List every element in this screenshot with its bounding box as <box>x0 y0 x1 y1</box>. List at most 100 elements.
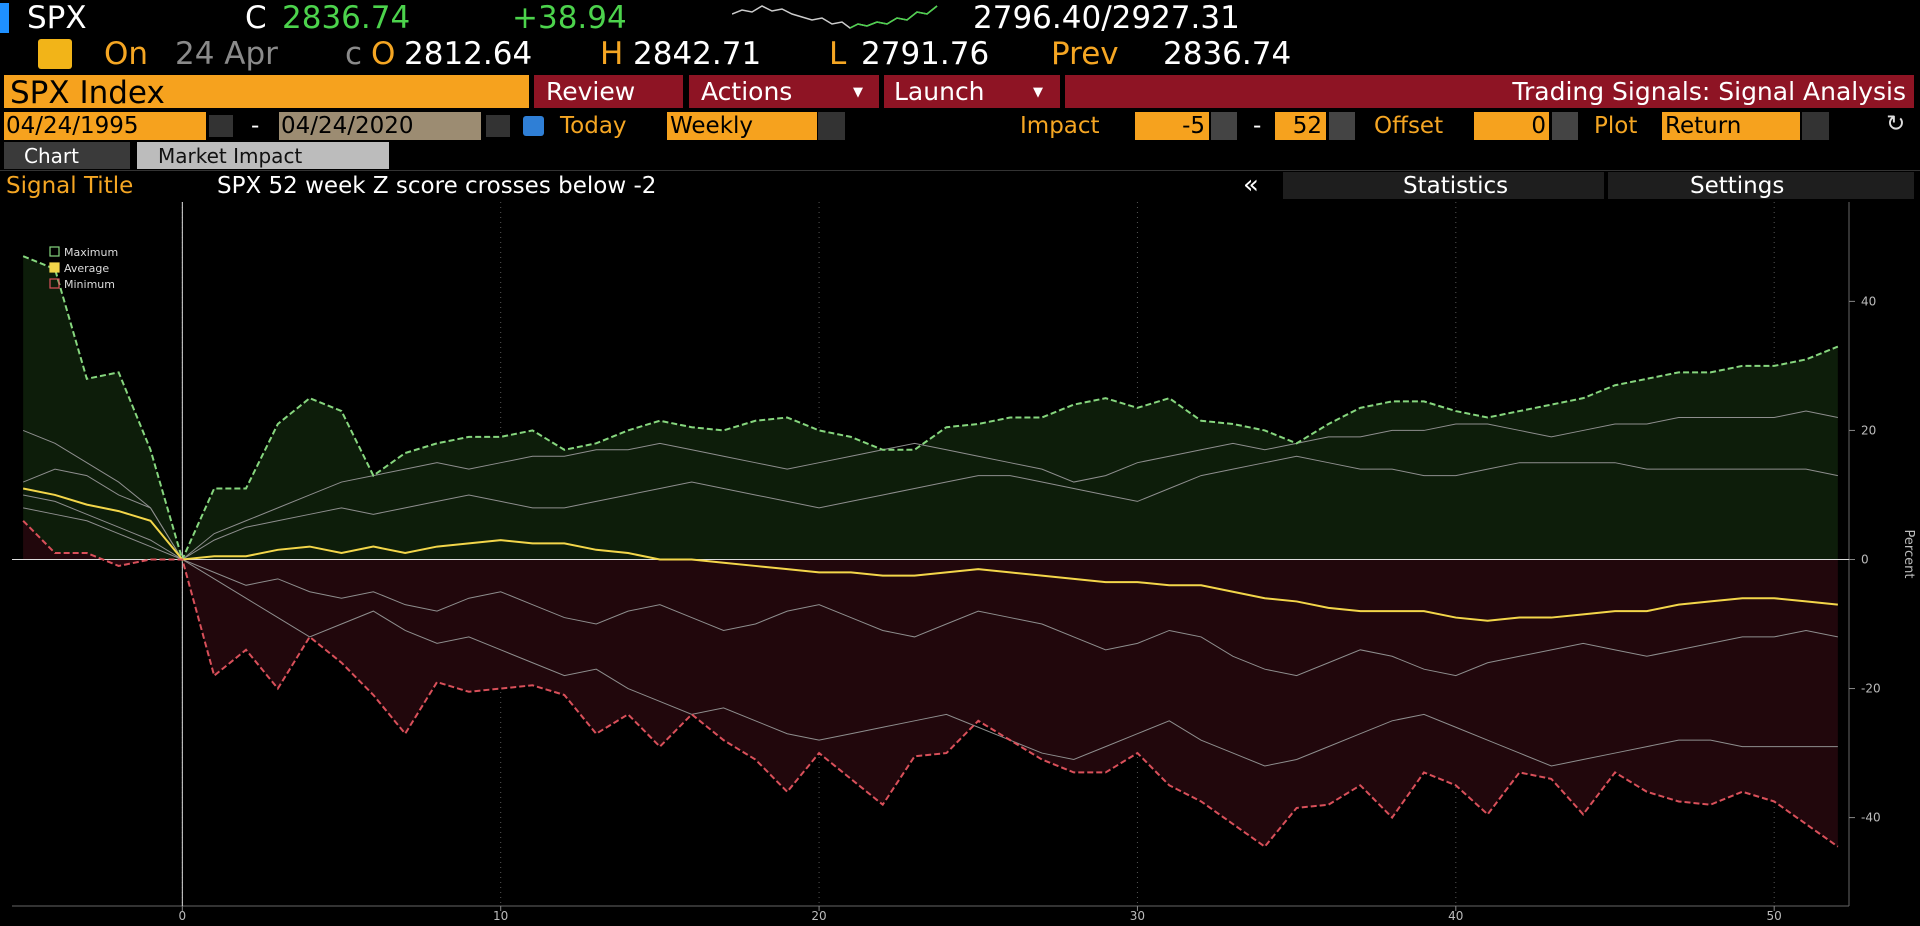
impact-input[interactable] <box>1135 112 1209 140</box>
tab[interactable] <box>4 142 130 169</box>
event-line-trace <box>23 507 1838 767</box>
calendar-icon[interactable] <box>209 115 233 137</box>
offset: 0 <box>1531 113 1546 139</box>
date-input[interactable] <box>4 112 206 140</box>
ticker: SPX <box>27 0 87 36</box>
spinner[interactable] <box>1211 112 1237 140</box>
dropdown-arrow: ▼ <box>853 85 863 100</box>
start-date: 04/24/1995 <box>6 113 139 139</box>
y-tick-label: -40 <box>1861 811 1881 825</box>
y-tick-label: -20 <box>1861 682 1881 696</box>
settings-button[interactable] <box>1608 172 1914 199</box>
legend-swatch <box>49 246 60 257</box>
legend-swatch <box>49 262 60 273</box>
x-tick-label: 50 <box>1767 909 1782 923</box>
close-label: C <box>245 0 267 36</box>
range: 2796.40/2927.31 <box>973 0 1240 36</box>
sparkline <box>732 5 938 29</box>
event-line-trace <box>22 455 1838 561</box>
x-tick-label: 30 <box>1130 909 1145 923</box>
frequency: Weekly <box>670 113 754 139</box>
refresh-icon[interactable]: ↻ <box>1886 111 1906 137</box>
y-tick-label: 0 <box>1861 552 1869 566</box>
series-line <box>22 255 1839 563</box>
y-tick-label: 40 <box>1861 294 1876 308</box>
spinner[interactable] <box>1329 112 1355 140</box>
checkbox[interactable] <box>523 116 544 136</box>
area-fill <box>23 256 1838 560</box>
x-tick-label: 0 <box>179 909 187 923</box>
button[interactable] <box>884 75 1060 108</box>
impact-label: Impact <box>1020 113 1100 139</box>
date: 24 Apr <box>175 36 278 72</box>
icon[interactable] <box>38 39 72 69</box>
collapse-button[interactable]: « <box>1243 170 1259 200</box>
high-label: H <box>600 36 624 72</box>
impact-from: -5 <box>1182 113 1205 139</box>
legend-label: Minimum <box>64 278 115 291</box>
high: 2842.71 <box>633 36 762 72</box>
security: SPX Index <box>10 75 165 111</box>
statistics-label: Statistics <box>1403 173 1509 199</box>
title-bar <box>1065 75 1914 108</box>
price: 2836.74 <box>282 0 411 36</box>
marker <box>0 3 9 33</box>
legend-label: Maximum <box>64 246 118 259</box>
impact-dash: - <box>1253 113 1262 139</box>
tab[interactable] <box>137 142 389 169</box>
x-tick-label: 10 <box>493 909 508 923</box>
low-label: L <box>829 36 847 72</box>
impact-to: 52 <box>1292 113 1322 139</box>
tab-label: Market Impact <box>158 144 303 168</box>
y-tick-label: 20 <box>1861 423 1876 437</box>
frequency-select[interactable] <box>667 112 817 140</box>
settings-label: Settings <box>1690 173 1785 199</box>
offset-input[interactable] <box>1474 112 1549 140</box>
divider <box>0 170 1920 171</box>
button-label: Review <box>546 77 636 106</box>
select-arrow[interactable] <box>818 112 845 140</box>
plot-select[interactable] <box>1662 112 1800 140</box>
series-line <box>22 520 1839 848</box>
open: 2812.64 <box>404 36 533 72</box>
plot: Return <box>1665 113 1742 139</box>
area-fill <box>23 520 1838 847</box>
impact-input[interactable] <box>1275 112 1326 140</box>
open-label: O <box>371 36 396 72</box>
date-dash: - <box>251 113 260 139</box>
prev-label: Prev <box>1051 36 1119 72</box>
window-title: Trading Signals: Signal Analysis <box>1512 77 1906 106</box>
y-axis-label: Percent <box>1901 530 1916 579</box>
x-tick-label: 40 <box>1448 909 1463 923</box>
prev: 2836.74 <box>1163 36 1292 72</box>
event-line-trace <box>22 410 1838 561</box>
legend-swatch <box>49 278 60 289</box>
tab-label: Chart <box>24 144 79 168</box>
security-box[interactable] <box>4 75 529 108</box>
offset-label: Offset <box>1374 113 1444 139</box>
on-label: On <box>104 36 149 72</box>
signal-label: Signal Title <box>6 173 134 199</box>
end-date: 04/24/2020 <box>281 113 414 139</box>
plot-label: Plot <box>1594 113 1638 139</box>
date-input[interactable] <box>279 112 481 140</box>
button[interactable] <box>689 75 879 108</box>
legend-label: Average <box>64 262 109 275</box>
dropdown-arrow: ▼ <box>1033 85 1043 100</box>
select-arrow[interactable] <box>1802 112 1829 140</box>
statistics-button[interactable] <box>1283 172 1604 199</box>
series-line <box>22 487 1838 622</box>
button[interactable] <box>534 75 683 108</box>
change: +38.94 <box>512 0 627 36</box>
c-label: c <box>345 36 363 72</box>
today-label: Today <box>560 113 627 139</box>
x-tick-label: 20 <box>811 909 826 923</box>
calendar-icon[interactable] <box>486 115 510 137</box>
button-label: Actions <box>701 77 793 106</box>
event-line-trace <box>23 494 1838 677</box>
spinner[interactable] <box>1552 112 1578 140</box>
signal-title: SPX 52 week Z score crosses below -2 <box>217 173 657 199</box>
button-label: Launch <box>894 77 985 106</box>
